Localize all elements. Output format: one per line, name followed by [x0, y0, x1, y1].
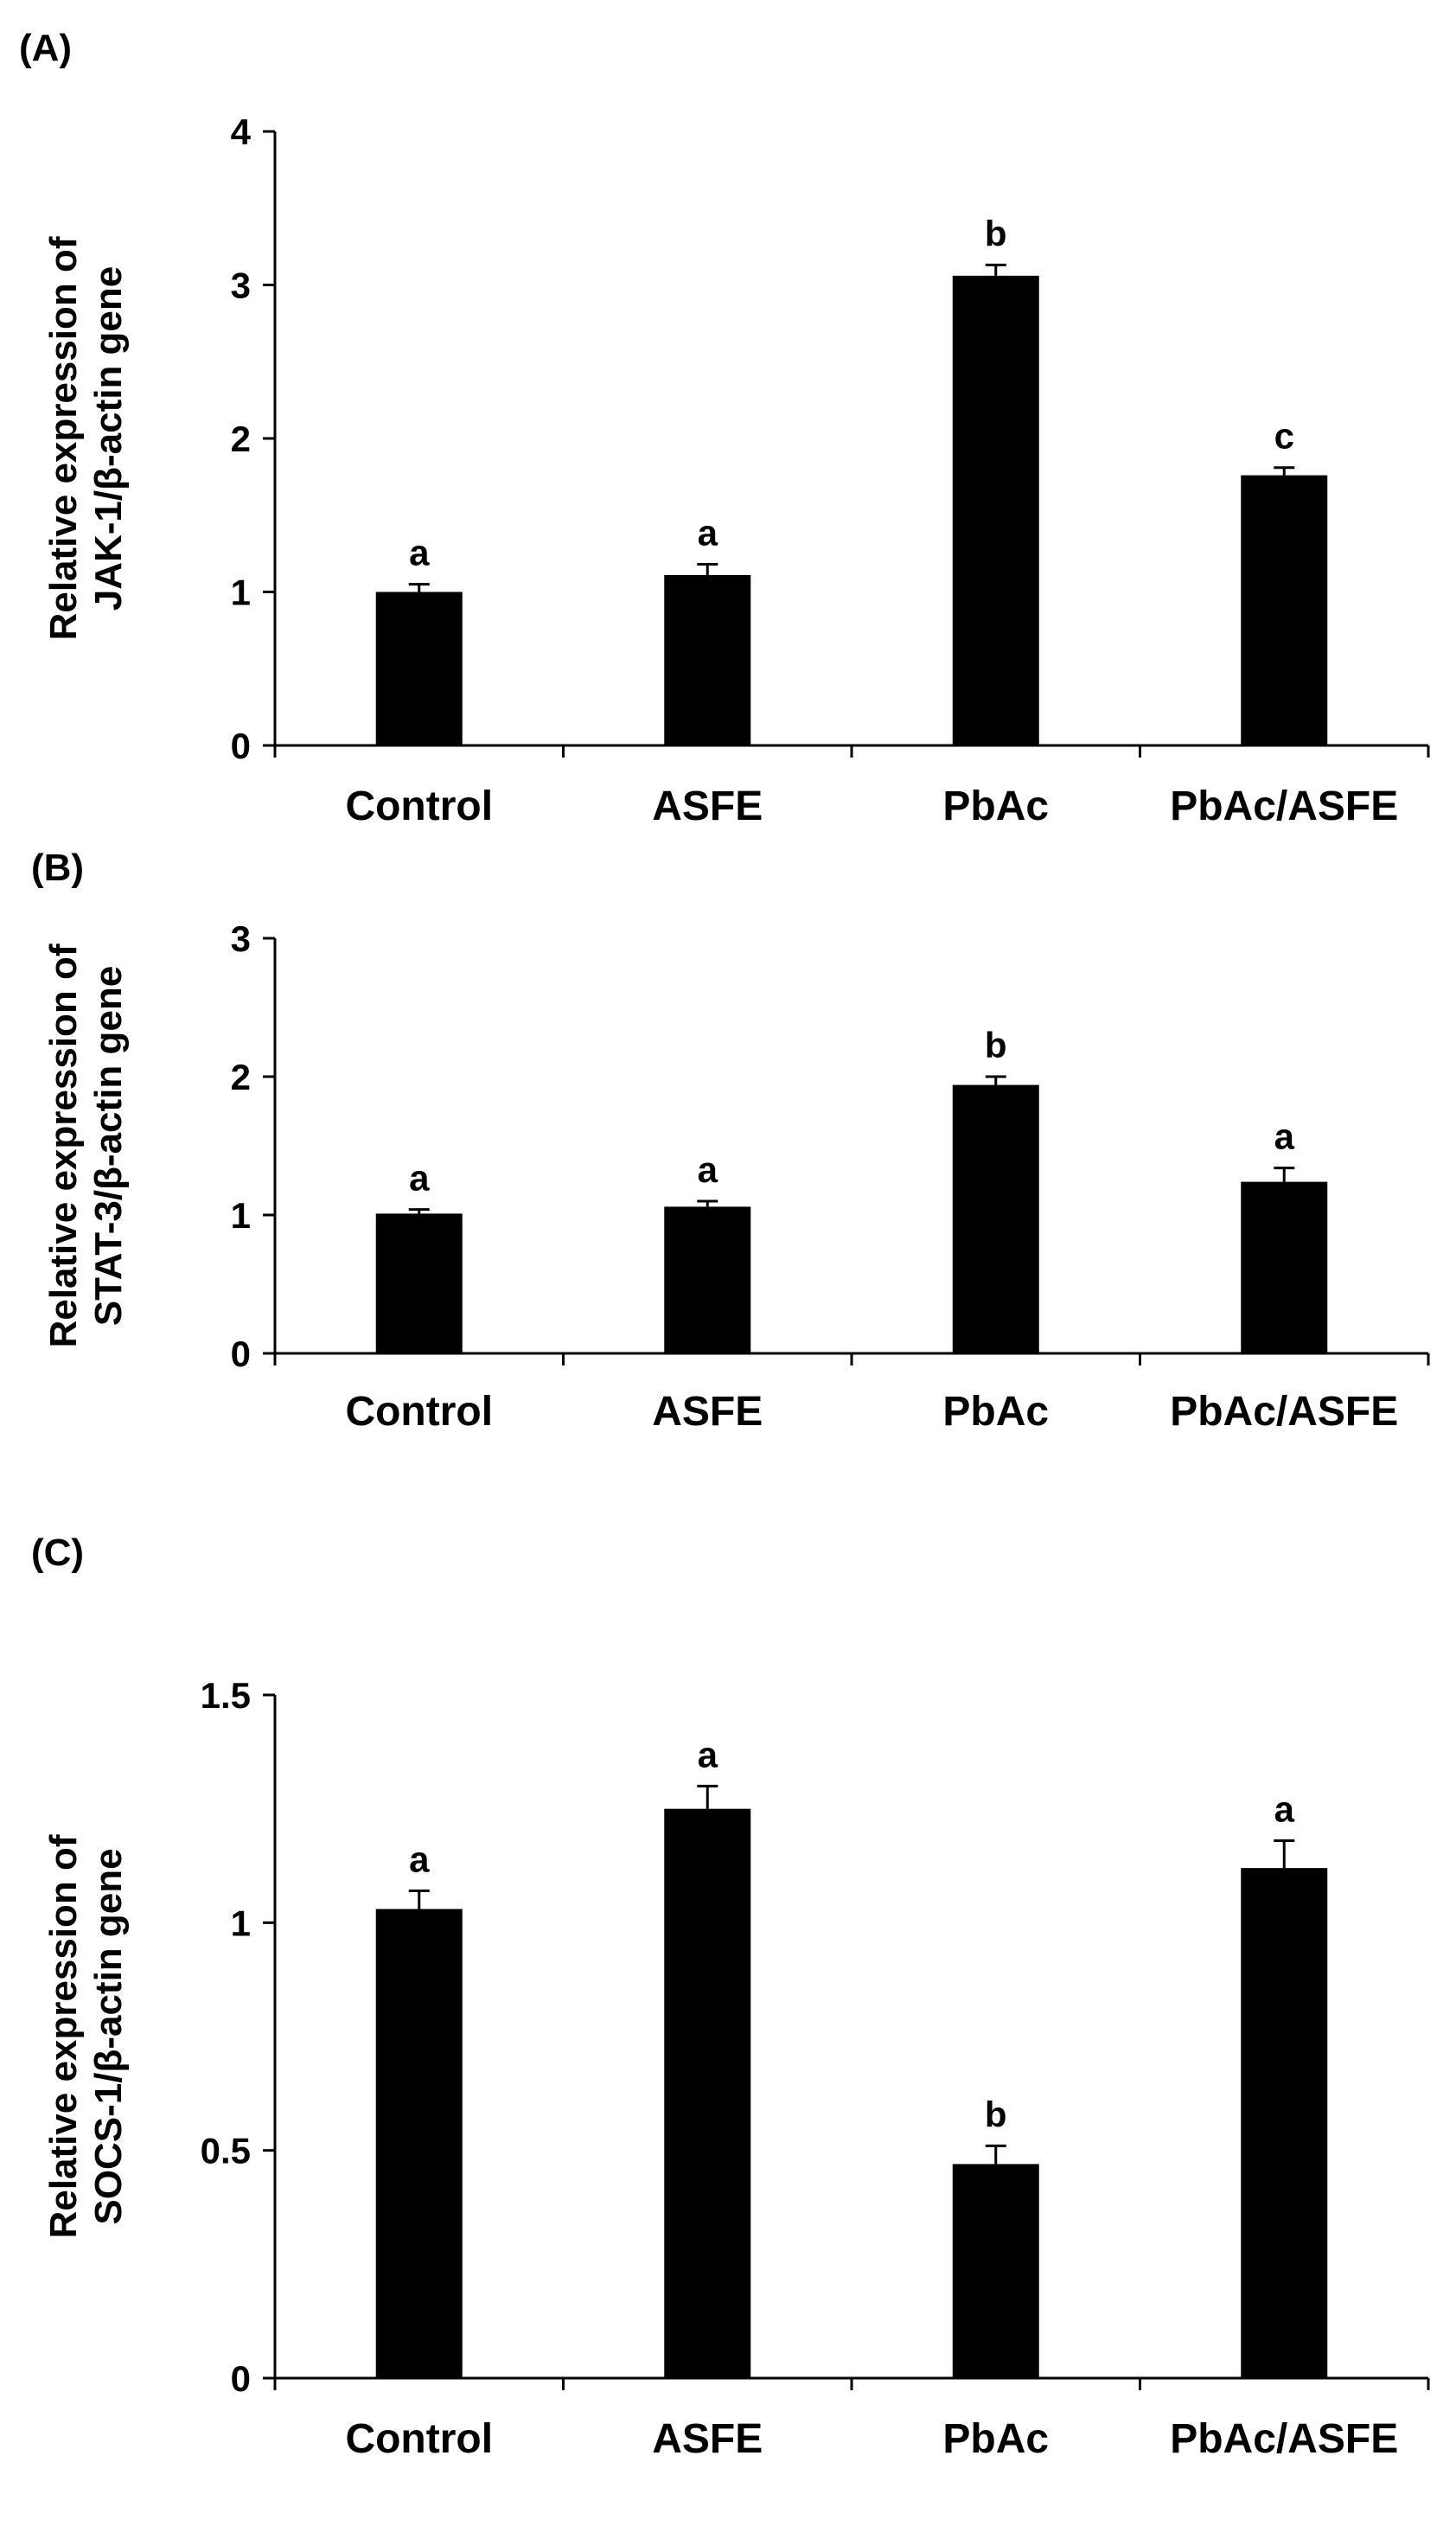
- y-tick-label: 2: [231, 1057, 251, 1097]
- bar-asfe: [664, 1206, 751, 1353]
- category-label: PbAc: [942, 2416, 1049, 2462]
- significance-label: b: [985, 1025, 1007, 1065]
- bar-pbac-asfe: [1241, 1181, 1328, 1353]
- y-axis-label: Relative expression ofSOCS-1/β-actin gen…: [42, 1834, 130, 2238]
- y-tick-label: 1: [231, 1902, 251, 1943]
- significance-label: a: [409, 533, 430, 573]
- significance-label: b: [985, 213, 1007, 253]
- significance-label: a: [1274, 1789, 1295, 1830]
- bar-control: [375, 1909, 463, 2378]
- bar-pbac-asfe: [1241, 475, 1328, 745]
- y-tick-label: 1: [231, 572, 251, 613]
- y-tick-label: 0.5: [201, 2131, 251, 2171]
- bar-asfe: [664, 1808, 751, 2378]
- y-tick-label: 1: [231, 1195, 251, 1236]
- category-label: PbAc/ASFE: [1170, 783, 1398, 829]
- category-label: PbAc: [942, 783, 1049, 829]
- bar-control: [375, 1213, 463, 1353]
- y-axis-label: Relative expression ofJAK-1/β-actin gene: [42, 236, 130, 640]
- y-tick-label: 0: [231, 1333, 251, 1374]
- y-axis-label-line-1: Relative expression of: [42, 943, 85, 1347]
- y-axis-label: Relative expression ofSTAT-3/β-actin gen…: [42, 943, 130, 1347]
- y-tick-label: 1.5: [201, 1675, 251, 1716]
- significance-label: a: [698, 1734, 718, 1775]
- bar-asfe: [664, 574, 751, 745]
- category-label: Control: [345, 2416, 493, 2462]
- y-tick-label: 4: [231, 112, 252, 152]
- y-axis-label-line-2: SOCS-1/β-actin gene: [87, 1848, 130, 2224]
- chart-panel-3: (C) Relative expression ofSOCS-1/β-actin …: [31, 1532, 1430, 2462]
- chart-panel-1: (A) Relative expression ofJAK-1/β-actin g…: [19, 27, 1430, 829]
- significance-label: a: [409, 1158, 430, 1199]
- category-label: Control: [345, 783, 493, 829]
- category-label: PbAc/ASFE: [1170, 1389, 1398, 1435]
- bar-pbac: [952, 1084, 1039, 1353]
- category-label: ASFE: [652, 1389, 763, 1435]
- panel-label: (B): [31, 847, 84, 889]
- bar-pbac: [952, 2164, 1039, 2378]
- category-label: PbAc/ASFE: [1170, 2416, 1398, 2462]
- y-axis-label-line-2: STAT-3/β-actin gene: [87, 966, 130, 1326]
- bar-pbac: [952, 275, 1039, 746]
- panel-label: (C): [31, 1532, 84, 1574]
- significance-label: b: [985, 2094, 1007, 2134]
- significance-label: a: [698, 513, 718, 553]
- y-axis-label-line-1: Relative expression of: [42, 1834, 85, 2238]
- significance-label: a: [1274, 1116, 1295, 1157]
- y-tick-label: 2: [231, 419, 251, 459]
- significance-label: a: [698, 1149, 718, 1190]
- category-label: PbAc: [942, 1389, 1049, 1435]
- y-axis-label-line-2: JAK-1/β-actin gene: [87, 266, 130, 611]
- y-tick-label: 3: [231, 265, 251, 306]
- category-label: ASFE: [652, 2416, 763, 2462]
- significance-label: c: [1274, 416, 1294, 457]
- y-tick-label: 0: [231, 2358, 251, 2399]
- y-tick-label: 0: [231, 726, 251, 766]
- category-label: Control: [345, 1389, 493, 1435]
- bar-control: [375, 592, 463, 745]
- significance-label: a: [409, 1839, 430, 1879]
- y-axis-label-line-1: Relative expression of: [42, 236, 85, 640]
- category-label: ASFE: [652, 783, 763, 829]
- bar-pbac-asfe: [1241, 1868, 1328, 2378]
- y-tick-label: 3: [231, 918, 251, 959]
- panel-label: (A): [19, 27, 72, 69]
- chart-panel-2: (B) Relative expression ofSTAT-3/β-actin …: [31, 847, 1430, 1435]
